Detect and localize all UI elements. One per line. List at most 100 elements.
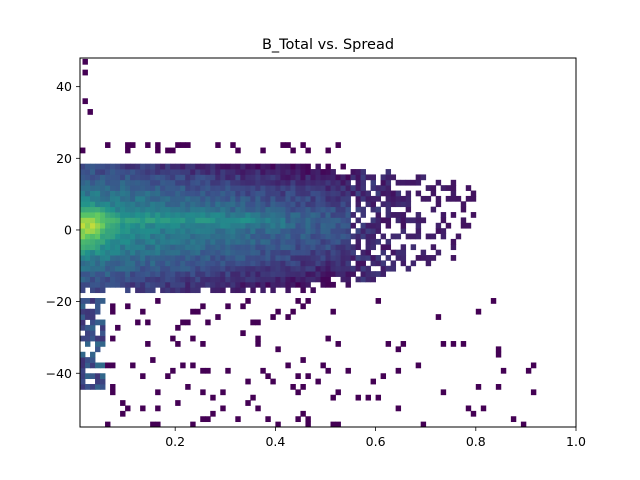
- heatmap-cell: [360, 265, 366, 272]
- heatmap-cell: [175, 233, 181, 240]
- heatmap-cell: [110, 384, 116, 390]
- heatmap-cell: [295, 228, 301, 234]
- heatmap-cell: [100, 190, 106, 197]
- heatmap-cell: [300, 201, 306, 208]
- heatmap-cell: [450, 255, 457, 261]
- heatmap-cell: [360, 185, 366, 191]
- heatmap-cell: [135, 179, 141, 186]
- heatmap-cell: [165, 373, 171, 380]
- heatmap-cell: [220, 228, 226, 234]
- heatmap-cell: [200, 276, 206, 283]
- heatmap-cell: [280, 142, 286, 148]
- heatmap-cell: [250, 185, 256, 191]
- heatmap-cell: [345, 265, 351, 272]
- heatmap-cell: [175, 169, 181, 175]
- heatmap-cell: [105, 260, 111, 267]
- heatmap-cell: [275, 212, 281, 218]
- heatmap-cell: [215, 169, 221, 175]
- heatmap-cell: [330, 201, 336, 208]
- heatmap-cell: [340, 217, 346, 224]
- heatmap-cell: [225, 185, 231, 191]
- heatmap-cell: [160, 228, 166, 234]
- heatmap-cell: [80, 281, 86, 288]
- heatmap-cell: [140, 308, 146, 315]
- heatmap-cell: [330, 265, 336, 272]
- heatmap-cell: [255, 260, 261, 267]
- heatmap-cell: [195, 212, 201, 218]
- heatmap-cell: [195, 201, 201, 208]
- heatmap-cell: [140, 233, 146, 240]
- heatmap-cell: [205, 217, 211, 224]
- heatmap-cell: [245, 179, 251, 186]
- heatmap-cell: [350, 185, 356, 191]
- heatmap-cell: [340, 206, 346, 213]
- heatmap-cell: [300, 163, 306, 170]
- heatmap-cell: [230, 206, 236, 213]
- heatmap-cell: [200, 163, 206, 170]
- heatmap-cell: [125, 228, 131, 234]
- heatmap-cell: [330, 394, 336, 401]
- heatmap-cell: [175, 190, 181, 197]
- heatmap-cell: [120, 228, 126, 234]
- heatmap-cell: [230, 238, 236, 245]
- heatmap-cell: [270, 314, 276, 320]
- heatmap-cell: [250, 281, 256, 288]
- heatmap-cell: [135, 174, 141, 181]
- x-tick-label: 0.2: [165, 434, 185, 449]
- heatmap-cell: [290, 238, 296, 245]
- heatmap-cell: [175, 238, 181, 245]
- heatmap-cell: [105, 222, 111, 229]
- heatmap-cell: [140, 212, 146, 218]
- heatmap-cell: [190, 260, 196, 267]
- heatmap-cell: [290, 190, 296, 197]
- heatmap-cell: [360, 233, 366, 240]
- heatmap-cell: [135, 281, 141, 288]
- heatmap-cell: [135, 260, 141, 267]
- heatmap-cell: [245, 174, 251, 181]
- heatmap-cell: [280, 174, 286, 181]
- heatmap-cell: [135, 233, 141, 240]
- heatmap-cell: [240, 185, 246, 191]
- heatmap-cell: [95, 362, 101, 369]
- heatmap-cell: [80, 174, 86, 181]
- heatmap-cell: [170, 201, 176, 208]
- heatmap-cell: [400, 249, 407, 256]
- heatmap-cell: [370, 201, 376, 208]
- heatmap-cell: [80, 308, 86, 315]
- heatmap-cell: [470, 410, 477, 417]
- heatmap-cell: [170, 271, 176, 277]
- heatmap-cell: [170, 147, 176, 154]
- heatmap-cell: [180, 190, 186, 197]
- heatmap-cell: [115, 174, 121, 181]
- heatmap-cell: [165, 249, 171, 256]
- heatmap-cell: [260, 265, 266, 272]
- heatmap-cell: [110, 195, 116, 202]
- heatmap-cell: [175, 142, 181, 148]
- heatmap-cell: [290, 244, 296, 251]
- heatmap-cell: [295, 163, 301, 170]
- heatmap-cell: [185, 255, 191, 261]
- heatmap-cell: [225, 367, 231, 374]
- heatmap-cell: [320, 195, 326, 202]
- heatmap-cell: [375, 271, 382, 277]
- heatmap-cell: [290, 179, 296, 186]
- heatmap-cell: [90, 174, 96, 181]
- heatmap-cell: [120, 233, 126, 240]
- heatmap-cell: [215, 260, 221, 267]
- heatmap-cell: [175, 324, 181, 331]
- heatmap-cell: [365, 238, 371, 245]
- heatmap-cell: [85, 314, 91, 320]
- heatmap-cell: [80, 351, 86, 358]
- heatmap-cell: [230, 233, 236, 240]
- heatmap-cell: [105, 265, 111, 272]
- heatmap-cell: [90, 335, 96, 342]
- heatmap-cell: [270, 174, 276, 181]
- heatmap-cell: [190, 233, 196, 240]
- heatmap-cell: [345, 271, 351, 277]
- heatmap-cell: [355, 255, 361, 261]
- heatmap-cell: [260, 271, 266, 277]
- heatmap-cell: [235, 249, 241, 256]
- heatmap-cell: [160, 212, 166, 218]
- heatmap-cell: [220, 389, 226, 396]
- heatmap-cell: [360, 249, 366, 256]
